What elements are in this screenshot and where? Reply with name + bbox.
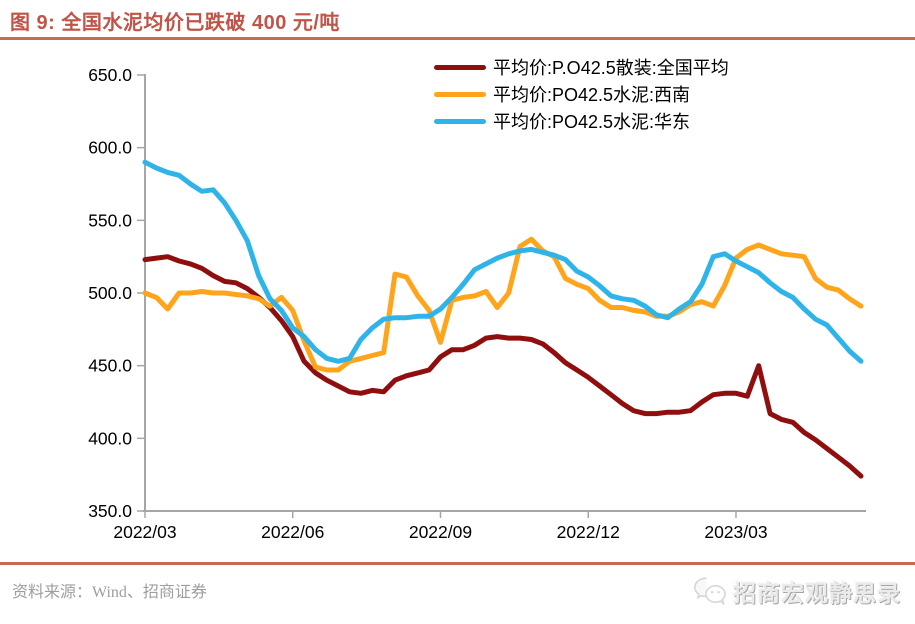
data-source-note: 资料来源：Wind、招商证券 bbox=[12, 584, 207, 601]
legend-item: 平均价:P.O42.5散装:全国平均 bbox=[434, 54, 729, 81]
legend-label: 平均价:PO42.5水泥:西南 bbox=[493, 84, 691, 105]
y-tick-label: 400.0 bbox=[88, 428, 132, 448]
x-tick-label: 2022/06 bbox=[261, 522, 324, 542]
legend-item: 平均价:PO42.5水泥:华东 bbox=[434, 108, 729, 135]
y-tick-label: 650.0 bbox=[88, 65, 132, 85]
series-line bbox=[142, 159, 864, 364]
x-tick-label: 2023/03 bbox=[704, 522, 767, 542]
x-tick-label: 2022/03 bbox=[113, 522, 176, 542]
y-tick-label: 600.0 bbox=[88, 138, 132, 158]
legend-line-swatch bbox=[434, 65, 486, 70]
y-tick-label: 350.0 bbox=[88, 501, 132, 521]
legend-line-swatch bbox=[434, 92, 486, 97]
publisher-watermark: 招商宏观静思录 bbox=[693, 574, 901, 608]
legend-label: 平均价:PO42.5水泥:华东 bbox=[493, 111, 691, 132]
x-tick-label: 2022/12 bbox=[557, 522, 620, 542]
series-line bbox=[142, 254, 864, 479]
legend-item: 平均价:PO42.5水泥:西南 bbox=[434, 81, 729, 108]
y-tick-label: 500.0 bbox=[88, 283, 132, 303]
footer-divider bbox=[0, 562, 915, 565]
chart-legend: 平均价:P.O42.5散装:全国平均 平均价:PO42.5水泥:西南 平均价:PO4… bbox=[434, 54, 729, 135]
y-tick-label: 550.0 bbox=[88, 210, 132, 230]
legend-line-swatch bbox=[434, 119, 486, 124]
wechat-icon bbox=[693, 577, 726, 606]
series-line bbox=[142, 236, 864, 373]
y-tick-label: 450.0 bbox=[88, 356, 132, 376]
watermark-text: 招商宏观静思录 bbox=[733, 580, 901, 606]
figure-title: 图 9: 全国水泥均价已跌破 400 元/吨 bbox=[10, 12, 340, 34]
legend-label: 平均价:P.O42.5散装:全国平均 bbox=[493, 57, 729, 78]
header-divider bbox=[0, 37, 915, 40]
x-tick-label: 2022/09 bbox=[409, 522, 472, 542]
